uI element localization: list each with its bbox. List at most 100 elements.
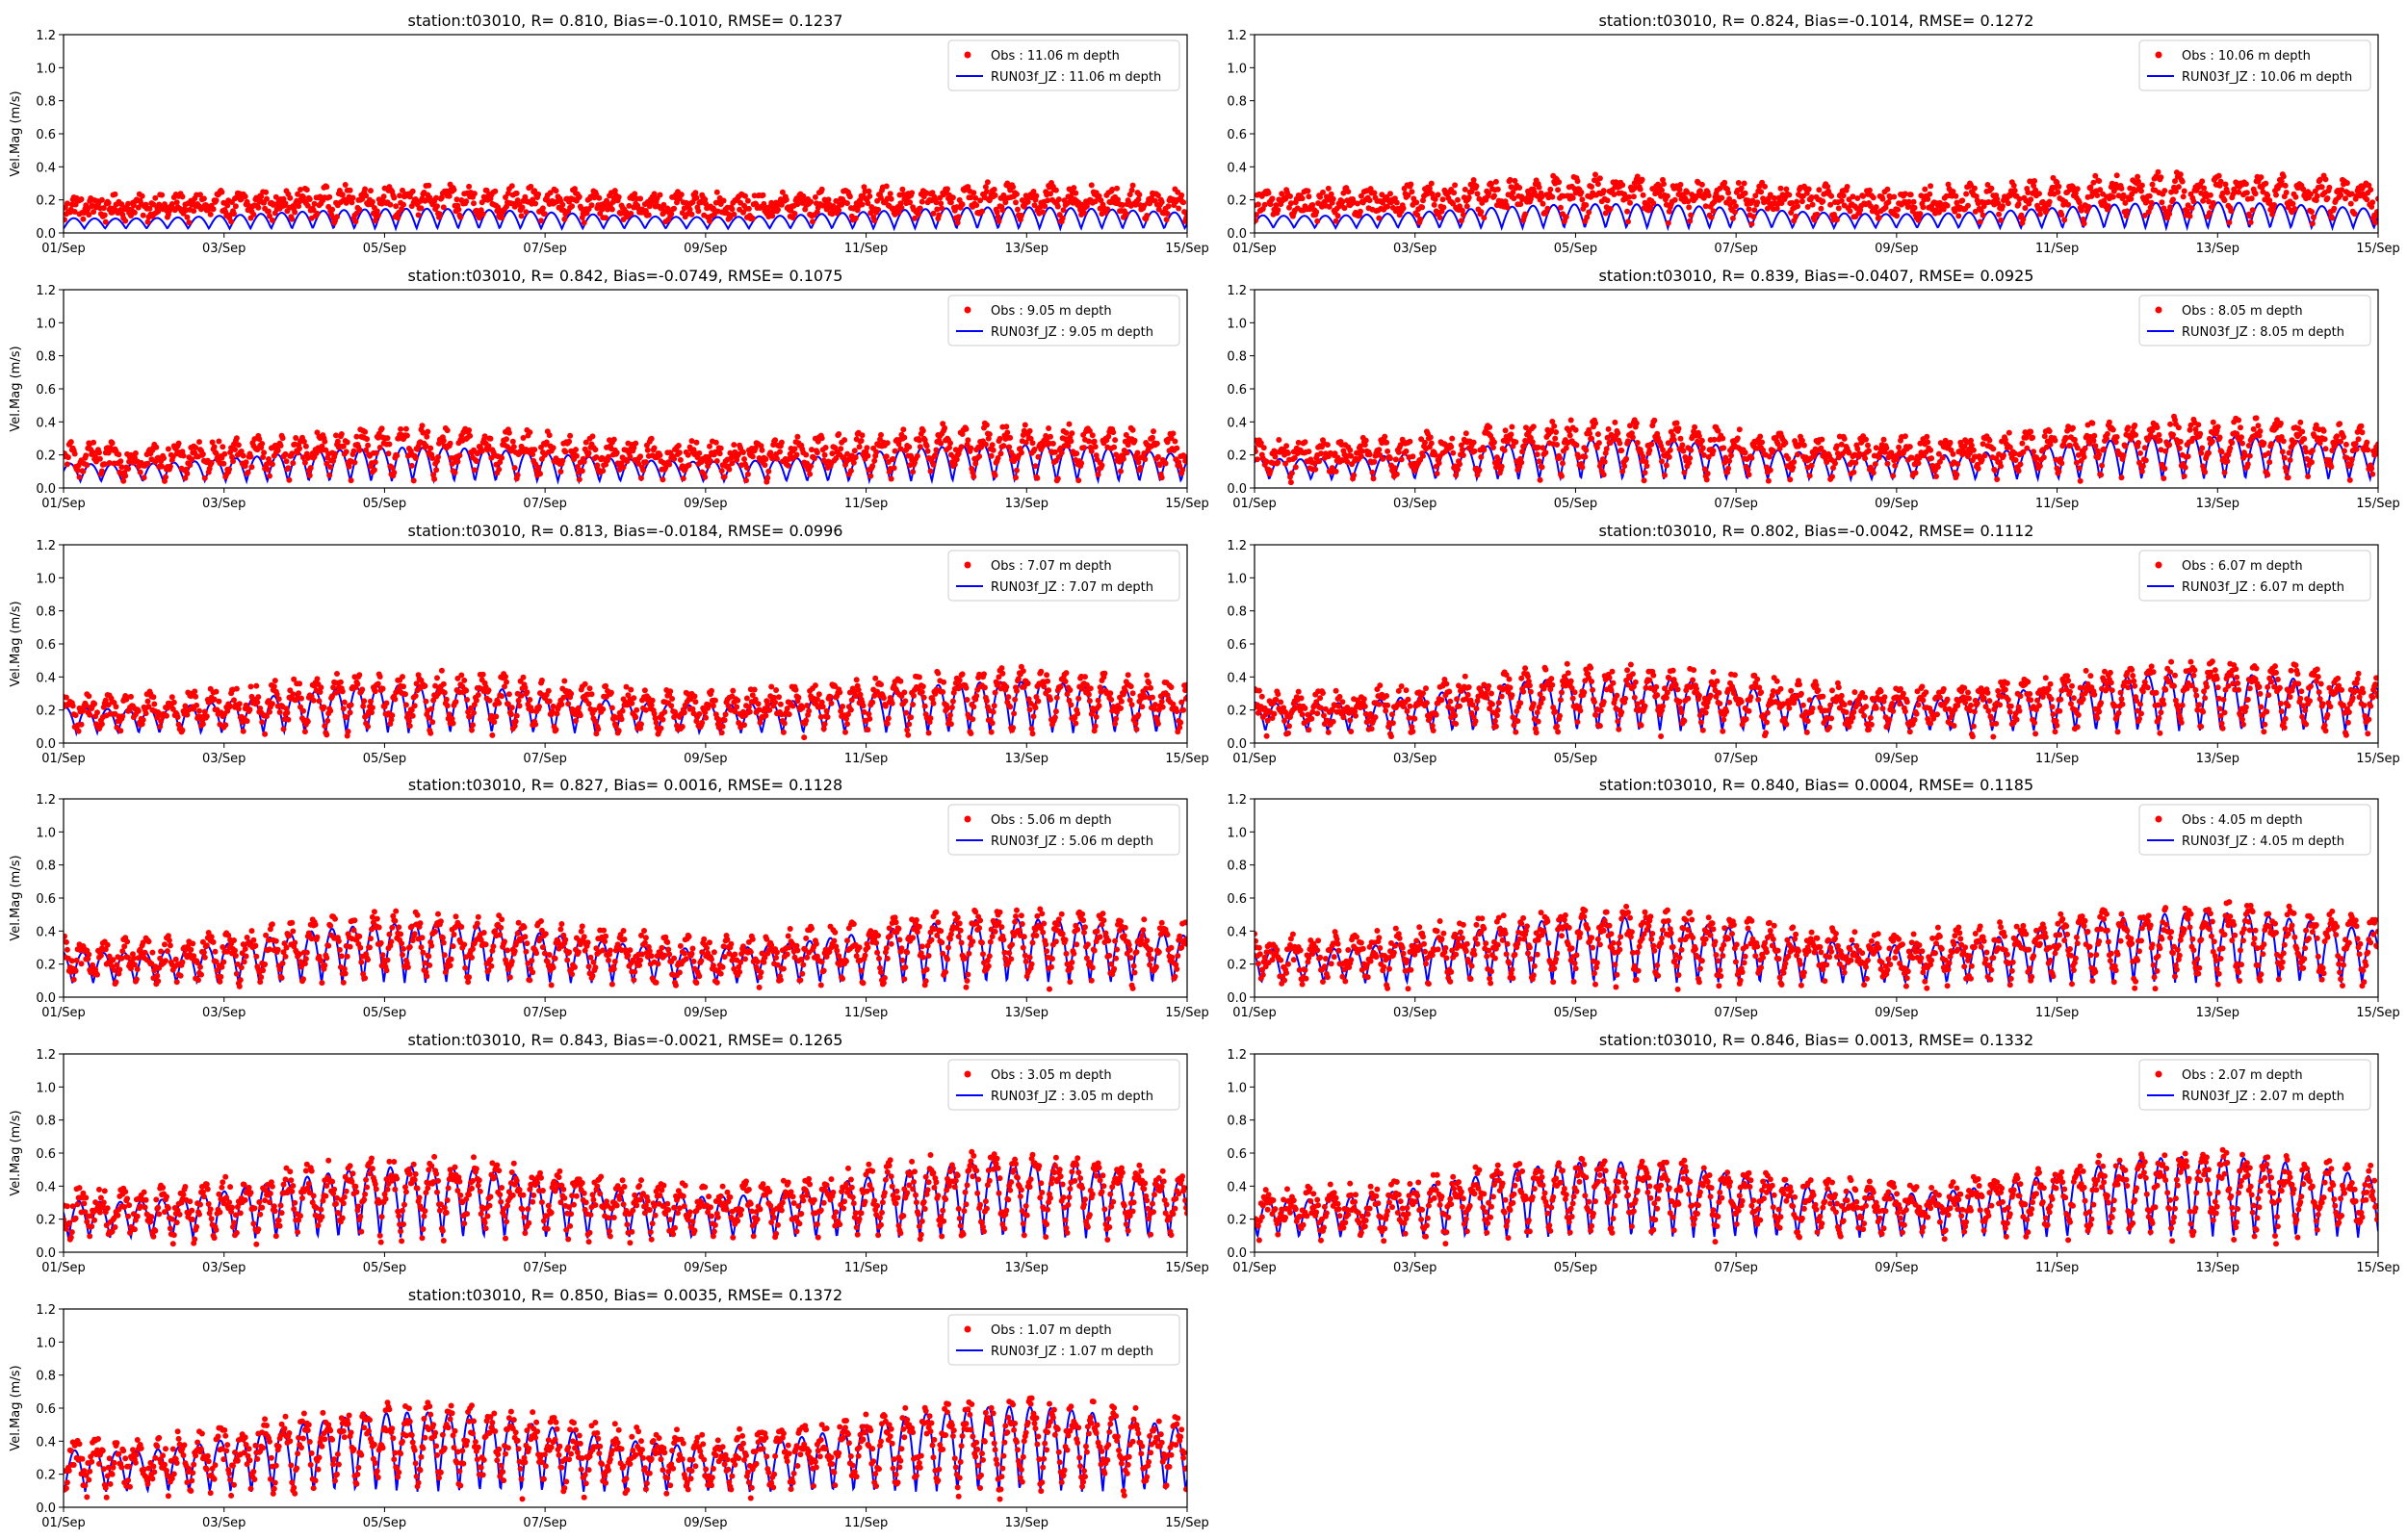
obs-point [1027,435,1034,442]
obs-point [977,197,984,204]
obs-point [175,440,182,447]
obs-point [1450,449,1457,456]
obs-point [617,210,624,217]
obs-point [1126,192,1133,198]
obs-point [640,467,646,474]
obs-point [878,431,884,438]
obs-point [1791,459,1798,465]
obs-point [373,449,379,456]
obs-point [2300,186,2307,192]
obs-point [712,439,719,446]
obs-point [878,194,884,201]
obs-point [2328,464,2335,470]
obs-point [184,471,191,476]
obs-point [471,467,478,474]
obs-point [1776,446,1783,451]
obs-point [2090,179,2097,186]
obs-point [675,443,682,449]
obs-point [420,429,427,436]
obs-point [1749,197,1756,204]
obs-point [1450,200,1457,207]
obs-point [2221,470,2228,475]
obs-point [1382,433,1388,440]
obs-point [1458,442,1464,449]
obs-point [1521,443,1528,449]
obs-point [1549,419,1556,424]
obs-point [1459,447,1465,453]
obs-point [772,437,779,444]
obs-point [1440,204,1447,211]
obs-point [1701,466,1708,473]
obs-point [485,443,492,449]
obs-point [1637,186,1643,192]
obs-point [1971,185,1978,192]
obs-point [1276,437,1282,443]
obs-point [2316,176,2323,183]
obs-point [2138,182,2145,189]
obs-point [1918,192,1925,199]
obs-point [992,192,998,198]
obs-point [2101,446,2108,452]
obs-point [1800,442,1807,449]
obs-point [2170,431,2176,438]
obs-point [2109,426,2116,433]
obs-point [1551,423,1558,429]
obs-point [208,459,215,466]
obs-point [1316,458,1323,465]
obs-point [566,438,573,445]
obs-point [794,433,801,440]
obs-point [1765,477,1772,484]
obs-point [1793,213,1799,219]
obs-point [109,440,116,447]
obs-point [280,195,287,202]
obs-point [307,465,314,472]
obs-point [1745,467,1751,473]
obs-point [2226,219,2233,226]
obs-point [1436,215,1443,221]
obs-point [1708,214,1715,220]
obs-point [1870,470,1876,476]
obs-point [2077,477,2083,484]
obs-point [1579,196,1586,203]
obs-point [1516,185,1523,191]
obs-point [680,475,686,482]
obs-point [216,438,222,445]
obs-point [919,427,926,434]
obs-point [726,466,733,473]
obs-point [2135,173,2141,180]
obs-point [1566,432,1573,439]
obs-point [1770,448,1776,454]
obs-point [2347,200,2354,207]
obs-point [1603,446,1610,452]
obs-point [1095,472,1101,477]
obs-point [1455,466,1461,473]
obs-point [1460,212,1466,218]
obs-point [1400,205,1407,212]
obs-point [1986,437,1993,444]
obs-point [951,461,958,468]
obs-point [265,466,271,473]
x-tick-label: 07/Sep [523,497,566,511]
x-tick-label: 11/Sep [2035,497,2079,511]
obs-point [836,431,842,437]
x-tick-label: 03/Sep [1393,242,1436,256]
obs-point [2017,461,2024,468]
obs-point [949,194,956,201]
obs-point [2201,185,2208,192]
obs-point [1548,427,1555,434]
obs-point [250,211,257,218]
obs-point [708,458,713,464]
obs-point [1035,453,1042,460]
x-tick-label: 09/Sep [1875,242,1918,256]
obs-point [2157,437,2163,444]
obs-point [2200,197,2207,204]
obs-point [365,442,372,449]
obs-point [657,192,663,198]
obs-point [2187,213,2193,219]
obs-point [915,211,921,218]
obs-point [1312,466,1319,473]
obs-point [504,436,509,443]
obs-point [2242,181,2249,188]
obs-point [1748,454,1755,461]
obs-point [332,450,338,457]
